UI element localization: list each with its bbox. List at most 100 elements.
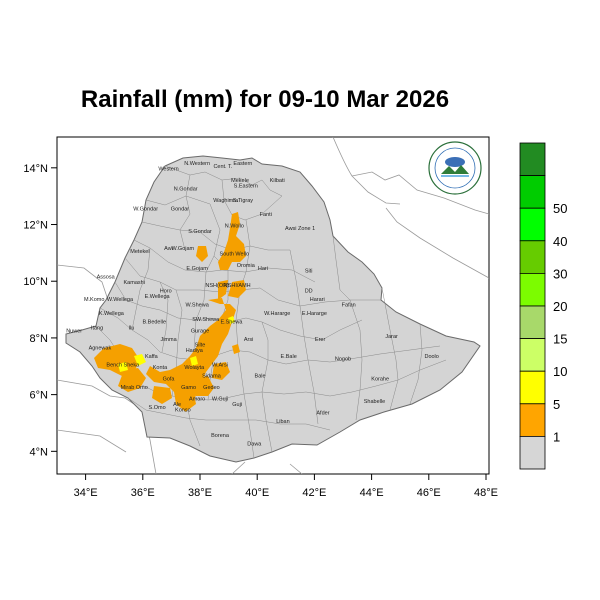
region-label: Jarar [385,334,398,340]
x-tick-label: 46°E [417,487,441,499]
y-tick-label: 14°N [23,163,48,175]
region-label: W.Hararge [264,311,290,317]
region-label: Gondar [171,206,190,212]
region-label: NSH(OR) [205,283,229,289]
rainfall-overlay [94,212,246,412]
region-label: Guji [232,402,242,408]
region-label: Gedeo [203,385,220,391]
colorbar-swatch [519,435,546,470]
colorbar-label: 40 [553,234,567,249]
colorbar-label: 10 [553,364,567,379]
colorbar-label: 30 [553,266,567,281]
region-label: Hari [258,266,268,272]
region-label: Fafan [342,303,356,309]
region-label: B.Bedelle [142,320,166,326]
region-label: Borena [211,433,230,439]
region-label: Waghimra [213,198,239,204]
region-label: Afder [316,410,329,416]
region-label: Ale [173,402,181,408]
region-label: Awsi Zone 1 [285,226,315,232]
agency-logo [428,141,482,195]
y-tick-label: 6°N [30,390,49,402]
colorbar-swatch [519,305,546,339]
region-label: Cent. T. [213,164,232,170]
region-label: Arsi [244,337,253,343]
region-label: S.Tigray [233,198,254,204]
colorbar-label: 50 [553,201,567,216]
x-tick-label: 38°E [188,487,212,499]
colorbar-swatch [519,338,546,372]
region-label: K.Wellega [99,311,125,317]
region-label: M.Komo [84,297,104,303]
colorbar-swatch [519,240,546,274]
colorbar-swatch [519,272,546,307]
region-label: Silte [195,342,206,348]
region-label: Fanti [260,212,272,218]
region-label: N.Gondar [174,187,198,193]
region-label: NSHI/AMH [224,283,251,289]
region-label: Metekel [130,249,149,255]
region-label: W.Arsi [212,362,228,368]
rainfall-overlay-high [118,316,235,372]
region-label: Western [158,167,178,173]
y-tick-label: 12°N [23,220,48,232]
region-label: Jimma [160,337,177,343]
region-label: Horo [160,289,172,295]
region-label: N.Western [184,161,210,167]
region-label: South Wello [220,252,250,258]
map-title: Rainfall (mm) for 09-10 Mar 2026 [80,86,450,113]
region-label: Assosa [97,274,116,280]
region-label: Korahe [371,376,389,382]
region-label: Nogob [335,357,351,363]
region-label: E.Gojam [186,266,208,272]
region-label: Shabelle [364,399,385,405]
colorbar-swatch [519,207,546,242]
region-label: Liban [276,419,289,425]
region-label: S.Omo [149,405,166,411]
region-labels: Western N.Western Cent. T. Eastern MekeleS.E… [66,161,439,448]
region-label: Agnewak [89,345,112,351]
region-label: S.Eastern [234,184,258,190]
x-tick-label: 34°E [74,487,98,499]
region-label: Siti [305,269,313,275]
colorbar-swatch [519,403,546,437]
region-label: Hadiya [186,348,204,354]
region-label: Konta [153,365,168,371]
region-label: Mirab Omo [121,385,148,391]
region-label: W.Gondar [133,206,158,212]
x-tick-label: 44°E [360,487,384,499]
region-label: Konso [175,408,191,414]
region-label: Kaffa [145,354,159,360]
region-label: Kamashi [124,280,145,286]
region-label: Bench Sheka [106,362,140,368]
region-label: W.Gojam [172,246,195,252]
region-label: Ilu [128,325,134,331]
region-label: Doolo [424,354,438,360]
region-label: Nuwer [66,328,82,334]
region-label: SW.Shewa [192,317,220,323]
region-label: E.Bale [281,354,297,360]
region-label: W.Shewa [186,303,210,309]
region-label: DD [305,289,313,295]
region-label: Wolayta [184,365,205,371]
colorbar-label: 15 [553,332,567,347]
x-axis: 34°E 36°E 38°E 40°E 42°E 44°E 46°E 48°E [74,474,498,499]
region-label: Gofa [163,376,176,382]
region-label: N.Wollo [225,223,244,229]
colorbar-swatch [519,175,546,209]
region-label: Harari [310,297,325,303]
y-tick-label: 8°N [30,333,49,345]
colorbar-label: 5 [553,397,560,412]
region-label: Awi [164,246,173,252]
region-label: Oromia [237,263,256,269]
region-label: Gamo [181,385,196,391]
y-tick-label: 10°N [23,276,48,288]
region-label: Mekele [231,178,249,184]
region-label: E.Shewa [220,320,243,326]
region-label: Dawa [247,442,262,448]
region-label: Amaro [189,396,205,402]
region-label: Itang [91,325,103,331]
x-tick-label: 42°E [302,487,326,499]
